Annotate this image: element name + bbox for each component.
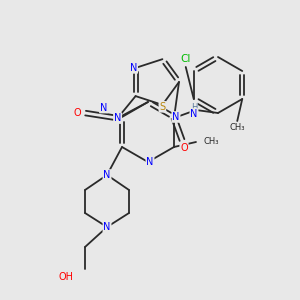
Text: N: N [146,157,154,167]
Text: H: H [191,103,197,112]
Text: O: O [74,108,81,118]
Text: N: N [172,112,180,122]
Text: N: N [100,103,107,112]
Text: N: N [114,113,121,123]
Text: CH₃: CH₃ [204,137,220,146]
Text: N: N [190,109,198,119]
Text: N: N [103,170,111,180]
Text: N: N [103,222,111,232]
Text: Cl: Cl [181,54,191,64]
Text: N: N [130,63,137,73]
Text: S: S [159,102,166,112]
Text: CH₃: CH₃ [230,124,245,133]
Text: OH: OH [58,272,73,282]
Text: O: O [180,143,188,153]
